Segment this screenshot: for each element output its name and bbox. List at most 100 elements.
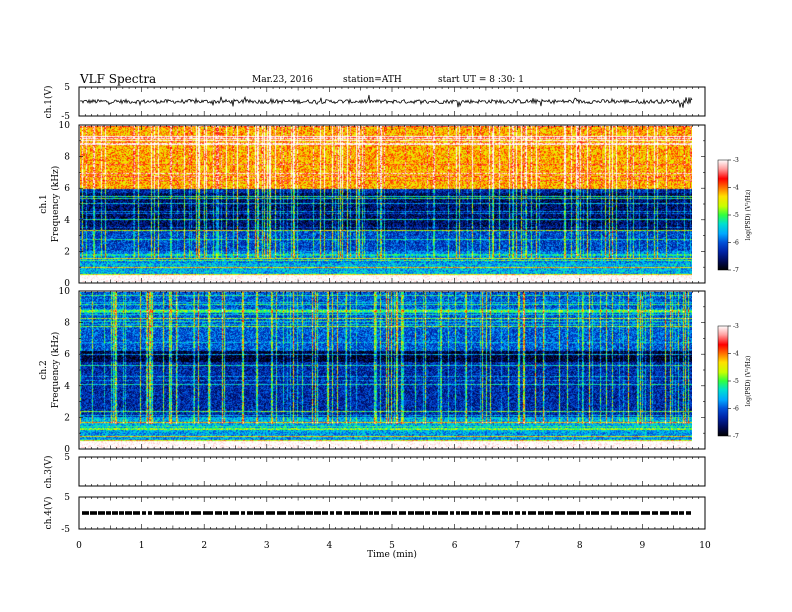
x-tick-label: 0 bbox=[76, 541, 82, 551]
ch4-trace-segment bbox=[191, 511, 201, 515]
x-tick-label: 3 bbox=[264, 541, 270, 551]
ch4-trace-segment bbox=[438, 511, 448, 515]
x-tick-label: 5 bbox=[389, 541, 395, 551]
y-tick-label: 6 bbox=[64, 350, 70, 360]
ch4-trace-segment bbox=[154, 511, 164, 515]
station-label: station=ATH bbox=[343, 75, 402, 85]
ch4-voltage-ylabel: ch.4(V) bbox=[43, 497, 54, 530]
x-tick-label: 2 bbox=[201, 541, 207, 551]
ch4-trace-segment bbox=[277, 511, 286, 515]
start-ut-label: start UT = 8 :30: 1 bbox=[438, 75, 524, 85]
ch4-trace-segment bbox=[478, 511, 483, 515]
ch4-trace-segment bbox=[528, 511, 536, 515]
ch4-trace-segment bbox=[314, 511, 321, 515]
ch4-trace-segment bbox=[344, 511, 350, 515]
ch3-voltage-ylabel: ch.3(V) bbox=[43, 456, 54, 489]
ch4-trace-segment bbox=[660, 511, 669, 515]
ch4-trace-segment bbox=[641, 511, 650, 515]
ch4-trace-segment bbox=[456, 511, 460, 515]
ch4-trace-segment bbox=[399, 511, 406, 515]
ch4-trace-segment bbox=[106, 511, 111, 515]
ch1-spectrogram-ylabel-channel: ch.1 bbox=[39, 194, 49, 213]
ch4-trace-segment bbox=[295, 511, 305, 515]
ch4-trace-segment bbox=[577, 511, 584, 515]
x-tick-label: 10 bbox=[699, 541, 711, 551]
ch4-trace-segment bbox=[621, 511, 628, 515]
y-tick-label: 4 bbox=[64, 382, 70, 392]
ch4-trace-segment bbox=[330, 511, 334, 515]
ch4-trace-segment bbox=[148, 511, 152, 515]
ch4-trace-segment bbox=[98, 511, 105, 515]
colorbar-tick-label: -7 bbox=[733, 433, 739, 440]
ch4-trace-segment bbox=[254, 511, 264, 515]
ch4-trace-segment bbox=[392, 511, 397, 515]
ch1-voltage-trace bbox=[79, 94, 693, 108]
ch4-trace-segment bbox=[133, 511, 140, 515]
ch4-trace-segment bbox=[686, 511, 691, 515]
ch2-colorbar-label: log(PSD) (V²/Hz) bbox=[745, 356, 752, 407]
x-tick-label: 4 bbox=[327, 541, 333, 551]
ch2-colorbar bbox=[717, 325, 729, 437]
ch4-trace-segment bbox=[336, 511, 342, 515]
date-label: Mar.23, 2016 bbox=[252, 75, 313, 85]
ch4-trace-segment bbox=[90, 511, 97, 515]
ch4-trace-segment bbox=[515, 511, 520, 515]
y-tick-label: 8 bbox=[64, 153, 70, 163]
ch4-trace-segment bbox=[112, 511, 118, 515]
ch4-trace-segment bbox=[461, 511, 469, 515]
ch4-trace-segment bbox=[360, 511, 368, 515]
x-tick-label: 1 bbox=[139, 541, 145, 551]
y-tick-label: 5 bbox=[64, 83, 70, 93]
ch4-trace-segment bbox=[119, 511, 124, 515]
ch4-trace-segment bbox=[266, 511, 275, 515]
x-axis-label: Time (min) bbox=[367, 549, 417, 560]
ch4-trace-segment bbox=[408, 511, 414, 515]
ch4-trace-segment bbox=[425, 511, 430, 515]
x-axis-ticks: 0 1 2 3 4 5 6 7 8 9 10 bbox=[76, 87, 711, 551]
y-tick-label: 10 bbox=[59, 121, 71, 131]
ch4-trace-segment bbox=[545, 511, 553, 515]
x-tick-label: 7 bbox=[514, 541, 520, 551]
y-tick-label: -5 bbox=[61, 112, 70, 122]
ch4-trace-segment bbox=[679, 511, 684, 515]
y-tick-label: 2 bbox=[64, 413, 70, 423]
ch4-trace-segment bbox=[306, 511, 313, 515]
ch4-trace-segment bbox=[492, 511, 500, 515]
ch4-trace-segment bbox=[567, 511, 576, 515]
colorbar-tick-label: -7 bbox=[733, 267, 739, 274]
ch4-trace-segment bbox=[215, 511, 222, 515]
ch4-trace-segment bbox=[586, 511, 590, 515]
y-tick-label: 2 bbox=[64, 247, 70, 257]
colorbar-tick-label: -6 bbox=[733, 406, 739, 413]
colorbar-tick-label: -3 bbox=[733, 323, 739, 330]
ch4-trace-segment bbox=[288, 511, 294, 515]
ch1-colorbar-label: log(PSD) (V²/Hz) bbox=[745, 190, 752, 241]
ch4-trace-segment bbox=[82, 511, 89, 515]
ch4-trace-segment bbox=[203, 511, 213, 515]
ch4-trace-segment bbox=[671, 511, 678, 515]
ch4-trace-segment bbox=[432, 511, 437, 515]
ch4-trace-segment bbox=[611, 511, 619, 515]
colorbar-tick-label: -3 bbox=[733, 157, 739, 164]
y-tick-label: -5 bbox=[61, 525, 70, 535]
ch4-trace-segment bbox=[125, 511, 132, 515]
ch4-trace-segment bbox=[185, 511, 189, 515]
ch2-spectrogram bbox=[80, 292, 692, 448]
ch4-trace-segment bbox=[538, 511, 544, 515]
y-tick-label: 0 bbox=[64, 279, 70, 289]
colorbar-tick-label: -4 bbox=[733, 351, 739, 358]
y-tick-label: 4 bbox=[64, 216, 70, 226]
ch2-spectrogram-ylabel-frequency: Frequency (kHz) bbox=[50, 332, 61, 409]
ch4-trace-segment bbox=[230, 511, 239, 515]
colorbar-tick-label: -5 bbox=[733, 378, 739, 385]
ch4-trace-segment bbox=[374, 511, 379, 515]
ch4-trace-segment bbox=[369, 511, 373, 515]
colorbar-ticks: -3 -4 -5 -6 -7 -3 -4 -5 -6 -7 bbox=[728, 157, 739, 440]
ch4-trace-segment bbox=[142, 511, 146, 515]
ch4-trace-segment bbox=[591, 511, 599, 515]
colorbar-tick-label: -6 bbox=[733, 240, 739, 247]
ch2-spectrogram-ylabel-channel: ch.2 bbox=[39, 360, 49, 379]
x-tick-label: 9 bbox=[640, 541, 646, 551]
